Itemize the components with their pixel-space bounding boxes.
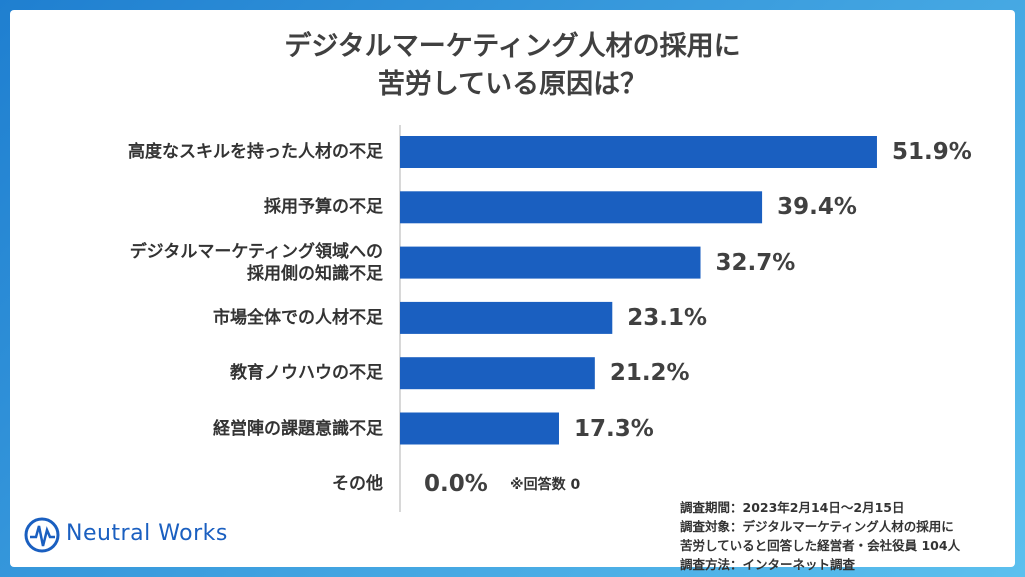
value-label: 32.7%: [715, 249, 796, 276]
category-label: その他: [332, 473, 383, 494]
category-label: 高度なスキルを持った人材の不足: [128, 142, 383, 162]
panel: [10, 10, 1015, 567]
note: 調査期間：2023年2月14日～2月15日: [680, 500, 905, 515]
category-label: 市場全体での人材不足: [213, 307, 383, 328]
bar: [400, 412, 559, 445]
logo-text: Neutral Works: [66, 521, 228, 546]
value-label: 0.0%: [424, 470, 488, 497]
bar: [400, 136, 877, 168]
value-label: 21.2%: [609, 360, 690, 387]
note: 苦労していると回答した経営者・会社役員 104人: [680, 538, 961, 553]
note: 調査方法：インターネット調査: [680, 557, 856, 572]
chart-title: デジタルマーケティング人材の採用に 苦労している原因は？: [284, 31, 741, 100]
value-label: 23.1%: [627, 304, 708, 331]
note: 調査対象：デジタルマーケティング人材の採用に: [680, 519, 954, 534]
bar: [400, 191, 763, 224]
category-label: 教育ノウハウの不足: [230, 363, 383, 384]
value-label: 51.9%: [891, 139, 972, 165]
value-label: 39.4%: [777, 194, 857, 221]
bar: [400, 301, 613, 334]
bar: [400, 246, 701, 279]
category-label: 採用予算の不足: [264, 197, 383, 218]
value-label: 17.3%: [573, 415, 654, 442]
annotation: ※回答数 0: [510, 476, 581, 493]
logo-icon: [24, 517, 60, 553]
category-label: デジタルマーケティング領域への 採用側の知識不足: [129, 241, 383, 284]
category-label: 経営陣の課題意識不足: [213, 418, 383, 439]
bar: [400, 357, 595, 390]
